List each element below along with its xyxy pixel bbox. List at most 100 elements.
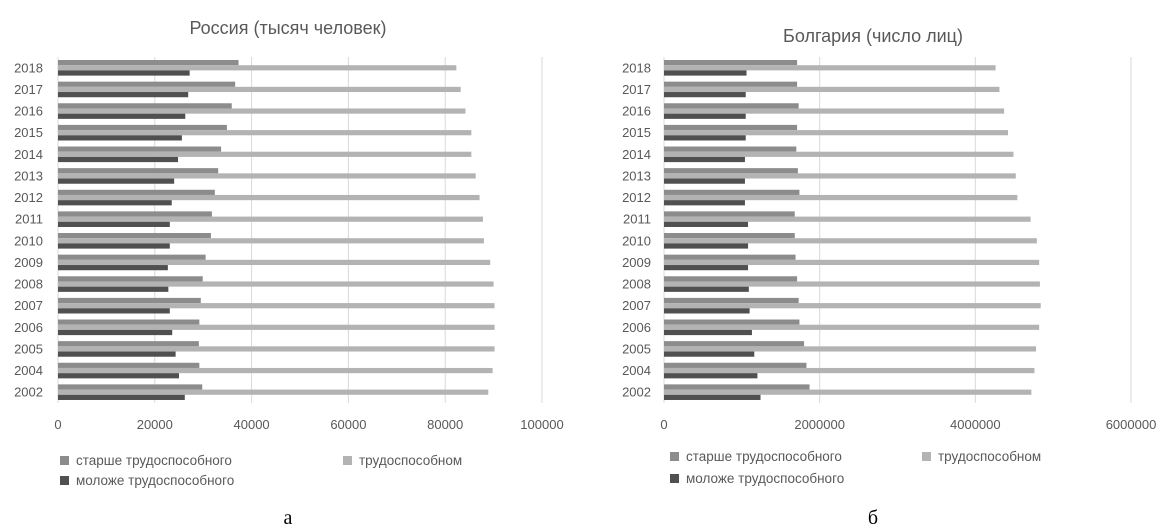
x-tick-label: 0 — [660, 417, 667, 432]
bar-older — [58, 168, 219, 174]
bar-younger — [664, 70, 747, 76]
y-tick-label: 2008 — [14, 277, 43, 292]
bar-younger — [58, 178, 175, 184]
bar-older — [664, 254, 796, 260]
chart-russia: Россия (тысяч человек) 20022004200520062… — [14, 18, 564, 529]
bar-younger — [664, 373, 758, 379]
bar-younger — [664, 394, 761, 400]
y-tick-label: 2010 — [14, 233, 43, 248]
legend-label: трудоспособном — [359, 453, 462, 468]
bar-younger — [58, 373, 179, 379]
bar-older — [664, 297, 799, 304]
bar-older — [664, 103, 799, 109]
bar-working — [58, 303, 495, 309]
x-tick-label: 2000000 — [794, 417, 845, 432]
y-tick-label: 2006 — [622, 320, 651, 335]
x-tick-label: 80000 — [427, 417, 463, 432]
bar-working — [664, 389, 1032, 395]
bars — [664, 60, 1041, 400]
bar-older — [664, 124, 798, 131]
bar-younger — [58, 200, 172, 206]
bar-older — [58, 319, 200, 325]
bar-working — [58, 238, 484, 244]
y-tick-label: 2014 — [14, 147, 43, 162]
bar-working — [58, 151, 472, 157]
bar-working — [58, 86, 461, 93]
y-tick-labels: 2002 2004 2005 2006 2007 2008 2009 2010 2011 2012… — [622, 60, 651, 399]
y-tick-label: 2008 — [622, 277, 651, 292]
bar-older — [664, 81, 798, 87]
bar-working — [664, 65, 996, 71]
legend-swatch — [670, 474, 679, 483]
y-tick-label: 2006 — [14, 320, 43, 335]
bar-working — [58, 367, 493, 374]
bar-working — [664, 130, 1009, 136]
bar-younger — [664, 135, 746, 141]
bar-younger — [58, 156, 179, 163]
bar-working — [664, 259, 1040, 266]
bar-older — [664, 341, 805, 347]
y-tick-label: 2011 — [623, 212, 651, 227]
y-tick-label: 2013 — [14, 168, 43, 183]
bar-younger — [58, 351, 176, 357]
bar-older — [58, 124, 227, 131]
legend-swatch — [60, 476, 69, 485]
legend-label: моложе трудоспособного — [76, 473, 234, 488]
bar-older — [664, 233, 795, 239]
bar-working — [58, 173, 476, 179]
bar-working — [664, 194, 1018, 201]
y-tick-label: 2011 — [15, 212, 43, 227]
y-tick-label: 2009 — [14, 255, 43, 270]
bar-younger — [58, 329, 173, 336]
bar-older — [58, 276, 203, 282]
bar-younger — [58, 135, 182, 141]
chart-title: Россия (тысяч человек) — [189, 18, 386, 38]
bar-younger — [58, 92, 189, 98]
bar-working — [58, 130, 472, 136]
y-tick-label: 2014 — [622, 147, 651, 162]
bar-older — [58, 297, 201, 304]
y-tick-label: 2016 — [14, 104, 43, 119]
y-tick-label: 2012 — [14, 190, 43, 205]
bar-older — [664, 146, 797, 152]
bar-younger — [58, 265, 168, 271]
bar-younger — [58, 243, 170, 249]
x-tick-label: 6000000 — [1106, 417, 1157, 432]
legend-label: старше трудоспособного — [686, 449, 842, 464]
bar-older — [664, 60, 798, 66]
bar-younger — [664, 200, 745, 206]
bar-younger — [664, 265, 749, 271]
bar-older — [58, 384, 203, 390]
y-tick-label: 2015 — [622, 125, 651, 140]
bar-working — [664, 173, 1016, 179]
bar-older — [58, 362, 200, 368]
bar-working — [664, 303, 1041, 309]
bars — [58, 60, 495, 400]
y-tick-label: 2002 — [622, 385, 651, 400]
bar-older — [664, 319, 800, 325]
legend-label: старше трудоспособного — [76, 453, 232, 468]
bar-older — [58, 189, 215, 195]
bar-older — [664, 384, 810, 390]
y-tick-labels: 2002 2004 2005 2006 2007 2008 2009 2010 2011 2012… — [14, 60, 43, 399]
y-tick-label: 2015 — [14, 125, 43, 140]
bar-younger — [58, 221, 170, 227]
y-tick-label: 2016 — [622, 104, 651, 119]
bar-younger — [664, 221, 749, 227]
bar-older — [58, 146, 222, 152]
bar-working — [58, 281, 494, 287]
bar-working — [664, 367, 1035, 374]
y-tick-label: 2005 — [14, 341, 43, 356]
bar-younger — [664, 286, 749, 292]
bar-younger — [664, 243, 749, 249]
bar-working — [664, 346, 1037, 352]
y-tick-label: 2018 — [622, 60, 651, 75]
bar-younger — [664, 351, 755, 357]
bar-working — [664, 108, 1005, 114]
legend-swatch — [60, 456, 69, 465]
x-tick-label: 100000 — [520, 417, 563, 432]
bar-older — [58, 341, 199, 347]
bar-working — [58, 65, 457, 71]
bar-older — [58, 103, 232, 109]
